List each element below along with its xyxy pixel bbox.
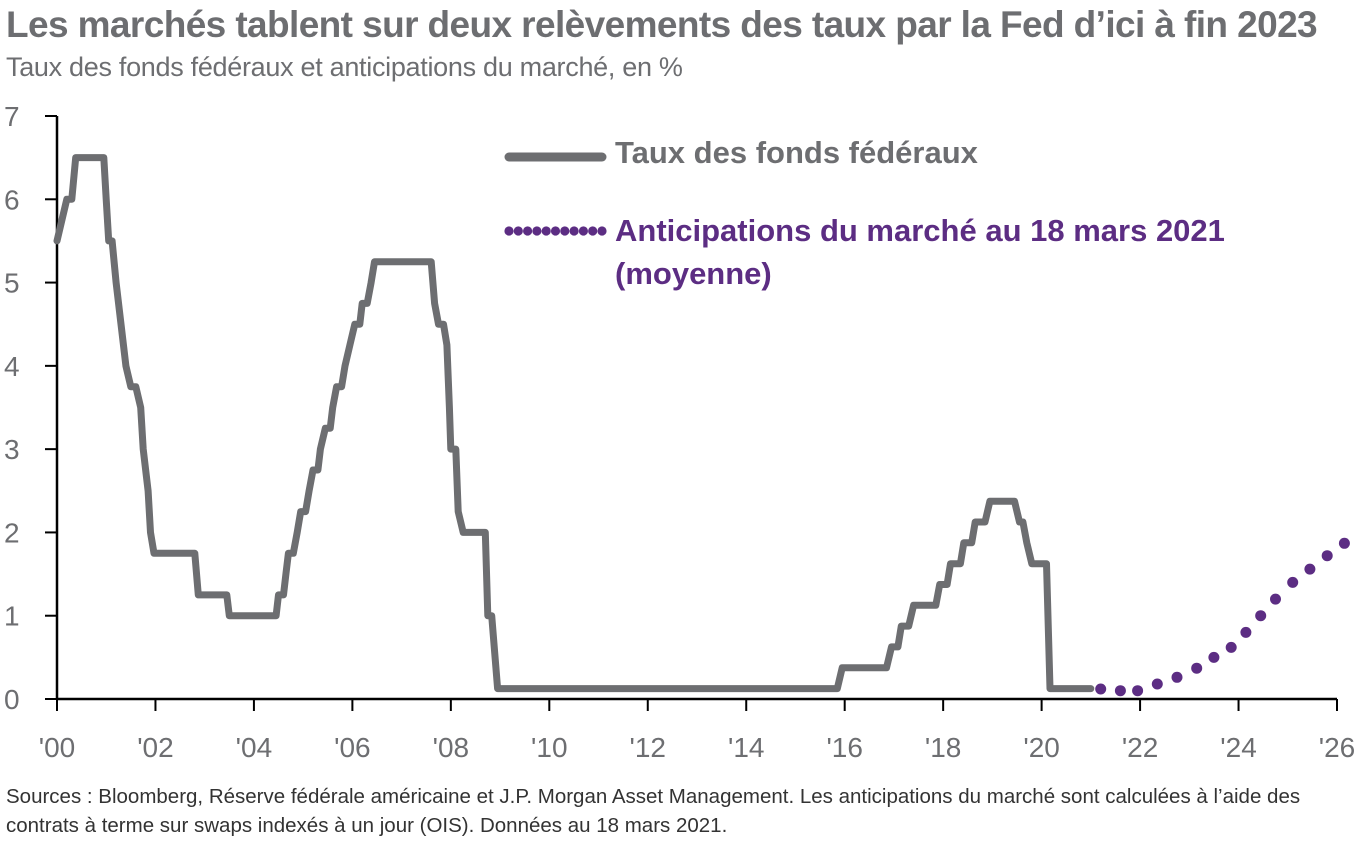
legend-swatch-market-dot bbox=[597, 226, 607, 236]
legend-swatch-market-dot bbox=[560, 226, 570, 236]
market-expectation-point bbox=[1151, 678, 1163, 690]
market-expectation-point bbox=[1208, 651, 1220, 663]
legend-swatch-market-dot bbox=[532, 226, 542, 236]
market-expectation-point bbox=[1095, 683, 1107, 695]
market-expectation-point bbox=[1287, 576, 1299, 588]
x-tick-label: '14 bbox=[728, 732, 765, 763]
x-tick-label: '00 bbox=[39, 732, 76, 763]
legend-label-fed-funds: Taux des fonds fédéraux bbox=[615, 135, 979, 170]
x-tick-label: '20 bbox=[1023, 732, 1060, 763]
market-expectation-point bbox=[1132, 685, 1144, 697]
market-expectation-point bbox=[1240, 626, 1252, 638]
x-tick-label: '04 bbox=[236, 732, 273, 763]
market-expectation-point bbox=[1338, 537, 1350, 549]
legend-swatch-market-dot bbox=[588, 226, 598, 236]
market-expectation-point bbox=[1321, 550, 1333, 562]
legend-swatch-market-dot bbox=[569, 226, 579, 236]
legend-swatch-market-dot bbox=[513, 226, 523, 236]
x-tick-label: '06 bbox=[334, 732, 371, 763]
y-tick-label: 1 bbox=[4, 601, 20, 632]
x-tick-label: '12 bbox=[630, 732, 667, 763]
y-tick-label: 4 bbox=[4, 351, 20, 382]
x-tick-label: '08 bbox=[433, 732, 470, 763]
market-expectation-point bbox=[1225, 641, 1237, 653]
y-tick-label: 7 bbox=[4, 101, 20, 132]
legend-label-market: (moyenne) bbox=[615, 256, 772, 291]
x-tick-label: '02 bbox=[137, 732, 174, 763]
legend-label-market: Anticipations du marché au 18 mars 2021 bbox=[615, 213, 1225, 248]
x-tick-label: '24 bbox=[1220, 732, 1257, 763]
y-tick-label: 0 bbox=[4, 684, 20, 715]
fed-funds-rate-line bbox=[53, 154, 1095, 693]
legend-swatch-market-dot bbox=[550, 226, 561, 236]
chart-legend: Taux des fonds fédéraux Anticipations du … bbox=[504, 135, 1225, 291]
x-tick-label: '16 bbox=[826, 732, 863, 763]
legend-swatch-market-dot bbox=[523, 226, 533, 236]
x-tick-label: '22 bbox=[1122, 732, 1159, 763]
market-expectation-point bbox=[1191, 662, 1203, 674]
y-tick-label: 2 bbox=[4, 517, 20, 548]
y-tick-label: 5 bbox=[4, 268, 20, 299]
market-expectation-point bbox=[1171, 671, 1183, 683]
x-tick-label: '10 bbox=[531, 732, 568, 763]
market-expectation-point bbox=[1114, 685, 1126, 697]
market-expectation-point bbox=[1270, 593, 1281, 605]
x-tick-label: '26 bbox=[1319, 732, 1356, 763]
legend-swatch-market-dot bbox=[541, 226, 551, 236]
y-tick-label: 6 bbox=[4, 184, 20, 215]
market-expectation-point bbox=[1304, 563, 1316, 575]
chart-subtitle: Taux des fonds fédéraux et anticipations… bbox=[6, 52, 683, 82]
legend-swatch-market-dot bbox=[504, 226, 514, 236]
chart-title: Les marchés tablent sur deux relèvements… bbox=[6, 4, 1318, 45]
source-footnote: Sources : Bloomberg, Réserve fédérale am… bbox=[6, 785, 1301, 837]
chart-series bbox=[53, 154, 1350, 697]
legend-swatch-market-dot bbox=[578, 226, 589, 236]
market-expectation-point bbox=[1255, 610, 1267, 622]
chart-axes: 0 1 2 3 4 5 6 7 '00 '02 '04 '06 '08 '10 '12 '14 '16 '18 '2… bbox=[4, 101, 1355, 763]
y-tick-label: 3 bbox=[4, 434, 20, 465]
x-tick-label: '18 bbox=[925, 732, 962, 763]
